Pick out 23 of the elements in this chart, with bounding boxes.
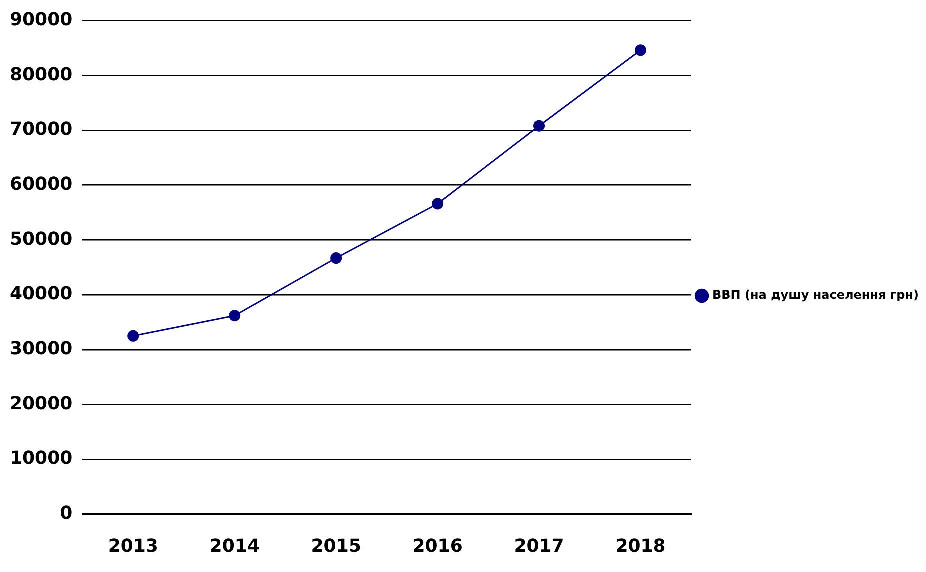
point — [432, 198, 444, 210]
x-tick-label: 2016 — [412, 536, 463, 557]
x-tick-label: 2013 — [108, 536, 158, 557]
point — [229, 310, 241, 322]
point — [128, 330, 140, 342]
point — [534, 120, 546, 132]
y-tick-label: 90000 — [10, 9, 73, 30]
x-tick-label: 2017 — [514, 536, 564, 557]
y-tick-label: 20000 — [10, 393, 73, 414]
y-tick-label: 30000 — [10, 338, 73, 360]
y-tick-label: 70000 — [10, 119, 73, 140]
y-tick-label: 10000 — [10, 448, 73, 470]
x-tick-label: 2015 — [311, 536, 362, 557]
x-tick-label: 2018 — [616, 536, 666, 557]
x-tick-label: 2014 — [210, 536, 260, 557]
point — [635, 44, 647, 56]
point — [330, 252, 342, 264]
y-tick-label: 50000 — [10, 228, 73, 250]
legend-label: ВВП (на душу населення грн) — [712, 288, 919, 302]
y-tick-label: 40000 — [10, 284, 73, 305]
y-tick-label: 0 — [60, 503, 73, 524]
y-tick-label: 80000 — [10, 64, 73, 86]
y-tick-label: 60000 — [10, 174, 73, 196]
